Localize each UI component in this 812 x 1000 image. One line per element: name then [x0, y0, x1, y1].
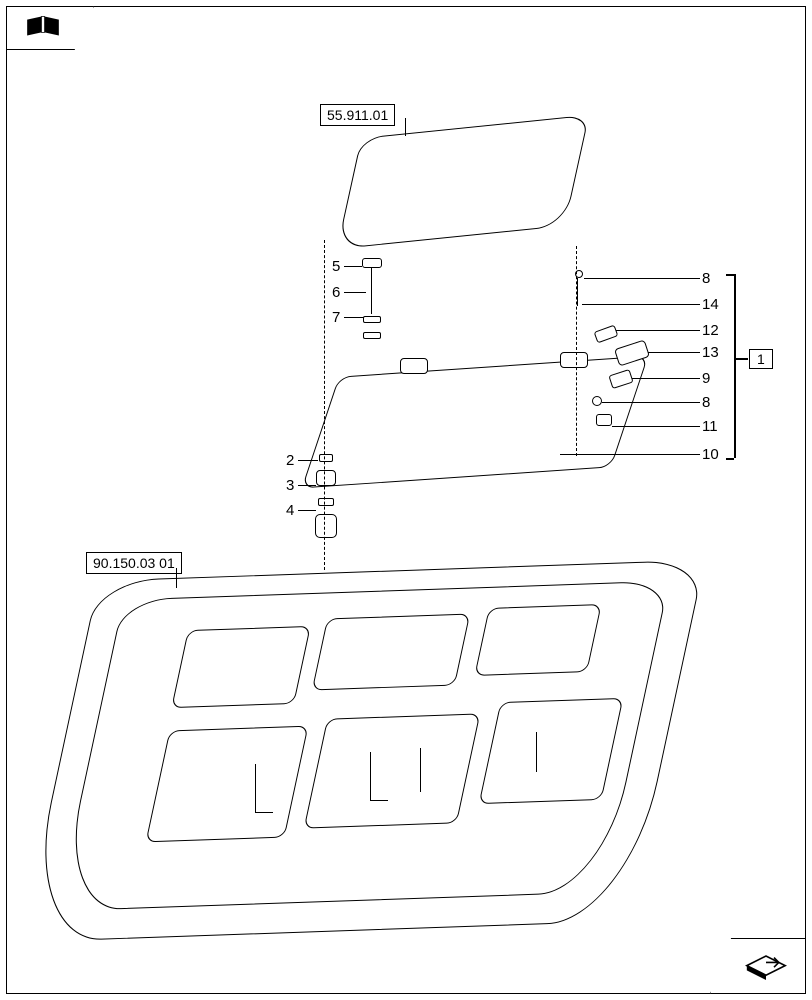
washer-6 — [363, 316, 381, 323]
notch-2a — [370, 752, 371, 800]
fastener-bolt — [371, 264, 372, 314]
callout-3: 3 — [286, 477, 294, 494]
roof-panel-2 — [312, 614, 471, 691]
part-14-pin — [577, 278, 578, 306]
refbox-top: 55.911.01 — [320, 104, 395, 126]
callout-11: 11 — [702, 418, 718, 435]
box-arrow-icon — [742, 946, 790, 987]
callout-4: 4 — [286, 502, 294, 519]
part-4b — [315, 514, 337, 538]
callout-9: 9 — [702, 370, 710, 387]
refbox-group-1-text: 1 — [757, 351, 765, 367]
roof-panel-4 — [145, 726, 308, 843]
leader-9 — [632, 378, 700, 379]
callout-6: 6 — [332, 284, 340, 301]
notch-2c — [420, 748, 421, 792]
leader-2 — [298, 460, 318, 461]
callout-10: 10 — [702, 446, 719, 463]
leader-13 — [648, 352, 700, 353]
notch-2b — [370, 800, 388, 801]
leader-left-ref — [176, 568, 177, 588]
group-bracket-mid — [734, 358, 748, 360]
notch-3a — [536, 732, 537, 772]
notch-1b — [255, 812, 273, 813]
part-11 — [596, 414, 612, 426]
leader-10 — [560, 454, 700, 455]
leader-6 — [344, 292, 366, 293]
callout-8b: 8 — [702, 394, 710, 411]
part-8b — [592, 396, 602, 406]
notch-1a — [255, 764, 256, 812]
callout-14: 14 — [702, 296, 719, 313]
leader-14 — [582, 304, 700, 305]
callout-8a: 8 — [702, 270, 710, 287]
plate-tab-left — [400, 358, 428, 374]
roof-panel-6 — [479, 698, 624, 804]
refbox-top-text: 55.911.01 — [327, 107, 388, 123]
part-3 — [316, 470, 336, 486]
refbox-group-1: 1 — [749, 349, 773, 369]
book-icon — [24, 12, 62, 45]
refbox-left: 90.150.03 01 — [86, 552, 182, 574]
callout-7: 7 — [332, 309, 340, 326]
roof-panel-1 — [171, 626, 311, 708]
callout-5: 5 — [332, 258, 340, 275]
axis-left — [324, 240, 325, 570]
leader-4 — [298, 510, 316, 511]
callout-12: 12 — [702, 322, 719, 339]
leader-5 — [344, 266, 362, 267]
callout-13: 13 — [702, 344, 719, 361]
part-4a — [318, 498, 334, 506]
bolt-head — [362, 258, 382, 268]
group-bracket-top — [726, 274, 734, 276]
washer-7 — [363, 332, 381, 339]
leader-top-ref — [405, 118, 406, 136]
axis-right — [576, 246, 577, 456]
leader-3 — [298, 485, 316, 486]
leader-7 — [344, 317, 364, 318]
group-bracket-v — [734, 274, 736, 458]
roof-panel-3 — [474, 604, 601, 676]
part-2 — [319, 454, 333, 462]
group-bracket-bot — [726, 458, 734, 460]
plate-tab-right — [560, 352, 588, 368]
leader-8b — [602, 402, 700, 403]
leader-8a — [584, 278, 700, 279]
roof-panel-5 — [304, 713, 481, 828]
refbox-left-text: 90.150.03 01 — [93, 555, 175, 571]
callout-2: 2 — [286, 452, 294, 469]
leader-11 — [612, 426, 700, 427]
leader-12 — [616, 330, 700, 331]
